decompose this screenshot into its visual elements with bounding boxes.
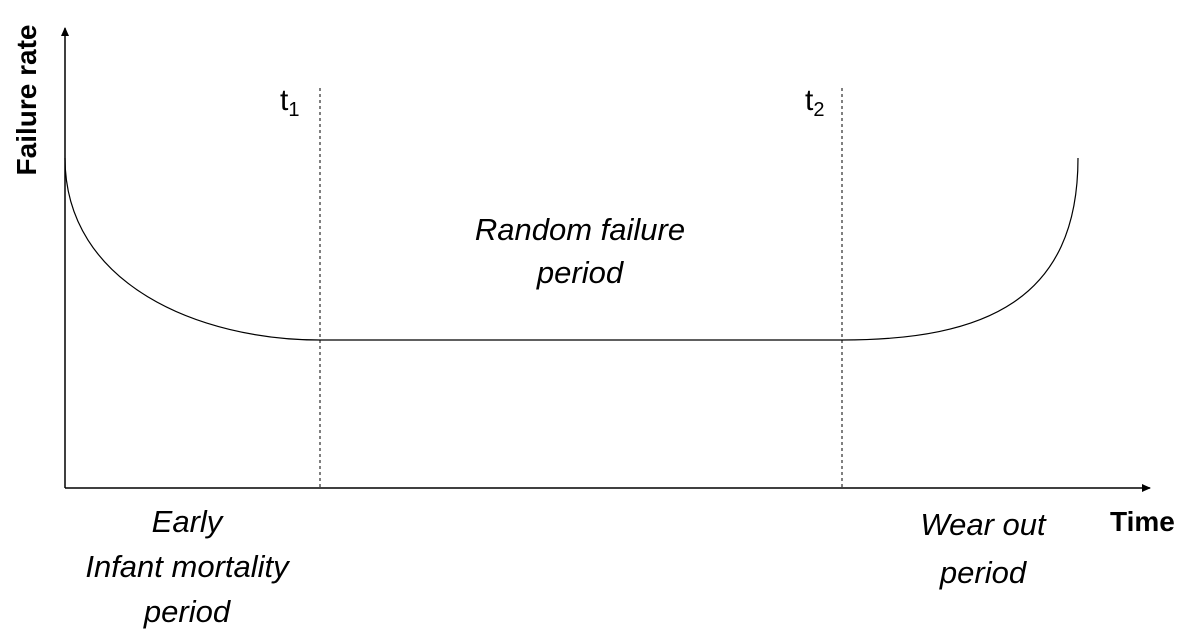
region-label: period (536, 255, 625, 290)
marker-subscript: 1 (288, 99, 299, 121)
marker-subscript: 2 (813, 99, 824, 121)
bathtub-curve (64, 157, 1079, 341)
region-label: Random failure (475, 212, 685, 247)
region-label: period (939, 555, 1028, 590)
region-label: Infant mortality (85, 549, 291, 584)
marker-label: t1 (280, 84, 299, 121)
region-label: Early (152, 504, 225, 539)
region-labels: Early Infant mortality period Random failur… (85, 212, 1047, 629)
region-label: Wear out (920, 507, 1047, 542)
y-axis-label: Failure rate (11, 25, 42, 176)
marker-label: t2 (805, 84, 824, 121)
region-label: period (143, 594, 232, 629)
marker-base: t (805, 84, 814, 117)
x-axis-label: Time (1110, 506, 1175, 537)
marker-base: t (280, 84, 289, 117)
